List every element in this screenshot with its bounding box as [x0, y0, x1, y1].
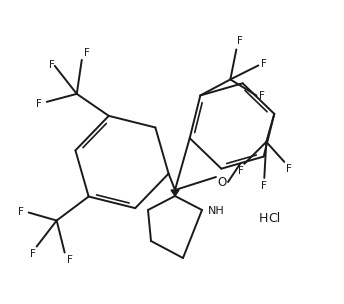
- Text: F: F: [237, 36, 243, 47]
- Text: NH: NH: [208, 206, 225, 216]
- Text: H: H: [259, 212, 268, 226]
- Text: F: F: [261, 181, 267, 191]
- Text: F: F: [84, 48, 90, 58]
- Polygon shape: [171, 190, 179, 196]
- Text: F: F: [67, 254, 73, 264]
- Text: F: F: [261, 60, 267, 69]
- Text: F: F: [36, 99, 42, 109]
- Text: F: F: [286, 164, 292, 174]
- Text: F: F: [30, 249, 35, 258]
- Text: F: F: [49, 60, 55, 70]
- Text: F: F: [18, 206, 24, 216]
- Text: F: F: [259, 92, 265, 102]
- Text: O: O: [217, 176, 226, 189]
- Text: F: F: [238, 166, 244, 176]
- Text: Cl: Cl: [268, 212, 280, 224]
